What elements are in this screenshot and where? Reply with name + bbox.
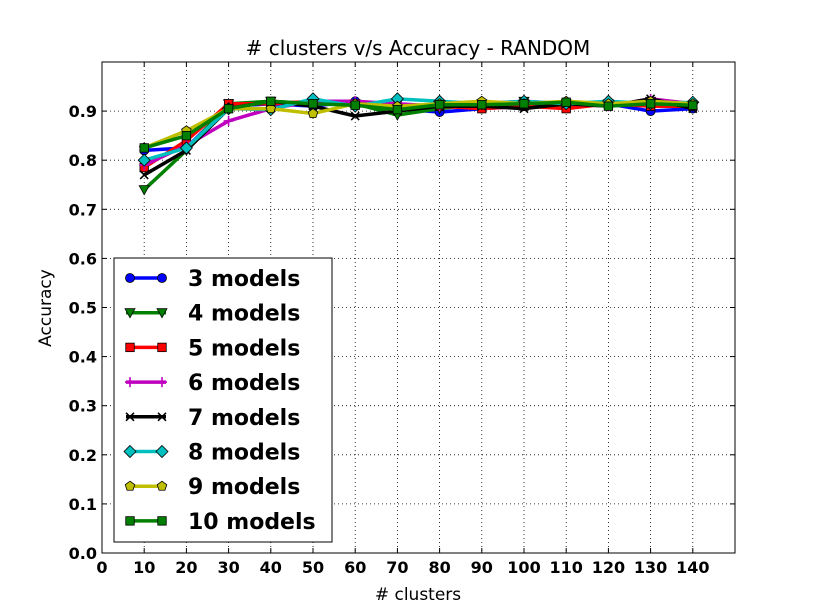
x-tick-label: 60 bbox=[344, 558, 366, 577]
y-tick-label: 0.8 bbox=[69, 151, 97, 170]
legend-marker bbox=[157, 377, 167, 388]
x-tick-label: 140 bbox=[676, 558, 709, 577]
x-tick-label: 10 bbox=[133, 558, 155, 577]
legend-marker bbox=[156, 480, 168, 491]
legend-label: 5 models bbox=[188, 336, 300, 361]
legend-item: 10 models bbox=[125, 510, 316, 535]
x-tick-label: 30 bbox=[217, 558, 239, 577]
legend-marker bbox=[123, 444, 137, 459]
x-axis-label: # clusters bbox=[375, 585, 461, 605]
legend-marker bbox=[125, 516, 135, 526]
data-point bbox=[477, 100, 487, 110]
legend-marker bbox=[157, 412, 167, 422]
legend-label: 8 models bbox=[188, 441, 300, 466]
data-point bbox=[223, 115, 234, 126]
legend-marker bbox=[125, 377, 135, 388]
data-point bbox=[519, 99, 529, 109]
legend-marker bbox=[157, 516, 167, 526]
x-tick-label: 130 bbox=[634, 558, 667, 577]
legend-item: 4 models bbox=[124, 302, 300, 327]
data-point bbox=[179, 141, 193, 155]
data-point bbox=[350, 111, 360, 121]
x-tick-label: 20 bbox=[175, 558, 197, 577]
legend-marker bbox=[124, 308, 136, 319]
data-point bbox=[434, 100, 445, 110]
legend-marker bbox=[125, 273, 135, 283]
legend-item: 5 models bbox=[125, 336, 300, 361]
y-tick-label: 0.5 bbox=[69, 299, 97, 318]
y-axis-label: Accuracy bbox=[36, 269, 56, 347]
legend-label: 7 models bbox=[188, 406, 300, 431]
legend-marker bbox=[157, 273, 167, 283]
y-tick-label: 0.4 bbox=[69, 348, 97, 367]
data-point bbox=[138, 185, 150, 196]
x-tick-label: 120 bbox=[592, 558, 625, 577]
y-tick-label: 0.1 bbox=[69, 495, 97, 514]
data-point bbox=[603, 101, 614, 111]
legend-marker bbox=[125, 342, 135, 353]
data-point bbox=[308, 99, 318, 109]
legend-box bbox=[113, 257, 333, 543]
series-8 bbox=[139, 96, 698, 153]
legend-label: 3 models bbox=[188, 267, 300, 292]
x-tick-label: 50 bbox=[302, 558, 324, 577]
y-tick-label: 0.7 bbox=[69, 200, 97, 219]
x-tick-label: 80 bbox=[428, 558, 450, 577]
legend-marker bbox=[157, 342, 167, 353]
x-axis: 0 10 20 30 40 50 60 70 80 90 100 110 120 130 140 bbox=[96, 62, 710, 577]
legend-label: 9 models bbox=[188, 475, 300, 500]
y-tick-label: 0.2 bbox=[69, 446, 97, 465]
x-tick-label: 0 bbox=[96, 558, 107, 577]
data-point bbox=[139, 143, 149, 153]
x-tick-label: 110 bbox=[549, 558, 582, 577]
x-tick-label: 70 bbox=[386, 558, 408, 577]
legend-item: 8 models bbox=[123, 441, 300, 466]
y-tick-label: 0.3 bbox=[69, 397, 97, 416]
legend-item: 7 models bbox=[125, 406, 300, 431]
legend-label: 6 models bbox=[188, 371, 300, 396]
data-point bbox=[137, 153, 151, 167]
series-layer bbox=[137, 92, 700, 196]
legend-label: 10 models bbox=[188, 510, 316, 535]
legend-item: 9 models bbox=[124, 475, 300, 500]
legend-marker bbox=[125, 412, 135, 422]
data-point bbox=[350, 100, 360, 110]
data-point bbox=[266, 96, 276, 106]
legend-label: 4 models bbox=[188, 302, 300, 327]
y-tick-label: 0.0 bbox=[69, 544, 97, 563]
legend-marker bbox=[156, 308, 168, 319]
y-tick-label: 0.6 bbox=[69, 249, 97, 268]
data-point bbox=[645, 99, 656, 109]
data-point bbox=[139, 170, 149, 180]
data-point bbox=[181, 130, 192, 141]
data-point bbox=[688, 100, 698, 110]
legend-marker bbox=[124, 480, 136, 491]
series-line bbox=[143, 99, 693, 150]
data-point bbox=[561, 97, 571, 107]
chart-title: # clusters v/s Accuracy - RANDOM bbox=[246, 36, 591, 60]
data-point bbox=[307, 108, 319, 118]
x-tick-label: 100 bbox=[507, 558, 540, 577]
legend: 3 models 4 models 5 models 6 models 7 models… bbox=[113, 257, 333, 543]
legend-item: 3 models bbox=[125, 267, 300, 292]
legend-item: 6 models bbox=[125, 371, 300, 396]
legend-marker bbox=[155, 444, 169, 459]
x-tick-label: 90 bbox=[471, 558, 493, 577]
y-tick-label: 0.9 bbox=[69, 102, 97, 121]
y-axis: 0.0 0.1 0.2 0.3 0.4 0.5 0.6 0.7 0.8 0.9 bbox=[69, 102, 735, 563]
data-point bbox=[392, 104, 403, 115]
x-tick-label: 40 bbox=[260, 558, 282, 577]
data-point bbox=[223, 103, 234, 114]
